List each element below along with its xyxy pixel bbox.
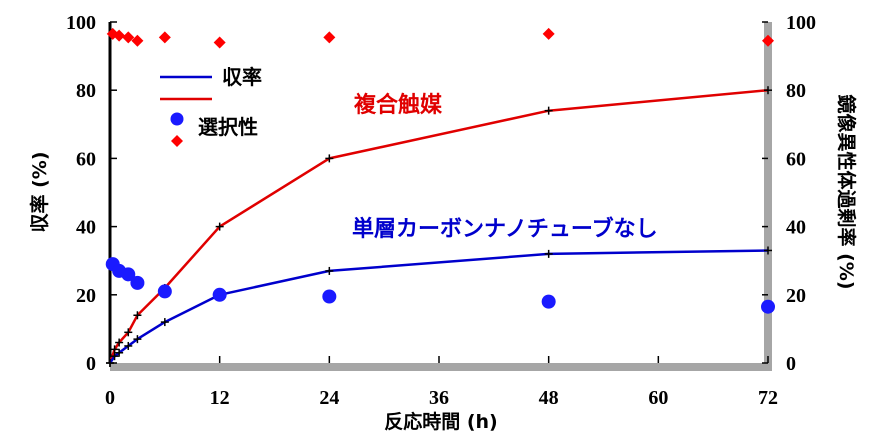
data-point-diamond — [113, 29, 126, 42]
y-tick-label-left: 80 — [76, 80, 96, 102]
y-tick-label-right: 60 — [786, 148, 806, 170]
y-axis-label-left: 収率 (%) — [28, 151, 51, 232]
y-tick-label-left: 40 — [76, 217, 96, 239]
y-axis-label-right: 鏡像異性体過剰率 (%) — [835, 94, 858, 289]
x-tick-label: 12 — [210, 387, 230, 409]
axes-group — [108, 22, 772, 371]
bottom-axis-bar — [110, 363, 772, 371]
series-curve-1 — [108, 249, 769, 364]
y-tick-label-right: 0 — [786, 353, 796, 375]
data-point-circle — [541, 294, 556, 309]
y-tick-label-left: 20 — [76, 285, 96, 307]
legend-label-selectivity: 選択性 — [198, 115, 258, 139]
series-curve-0 — [108, 88, 769, 364]
right-axis-bar — [764, 22, 772, 363]
y-tick-label-right: 20 — [786, 285, 806, 307]
annotation-composite-catalyst: 複合触媒 — [354, 92, 443, 118]
legend-swatch-blue-circle — [170, 112, 184, 126]
legend-label-yield: 収率 — [222, 65, 262, 89]
y-tick-label-left: 100 — [66, 12, 96, 34]
data-point-diamond — [323, 31, 336, 44]
x-tick-label: 36 — [429, 387, 449, 409]
y-tick-label-right: 100 — [786, 12, 816, 34]
legend: 収率 選択性 — [160, 65, 262, 147]
x-axis-label: 反応時間 (h) — [384, 410, 498, 433]
x-tick-label: 0 — [105, 387, 115, 409]
legend-swatch-red-diamond — [171, 135, 183, 147]
data-point-diamond — [762, 34, 774, 47]
data-point-circle — [761, 299, 775, 314]
data-point-diamond — [158, 31, 171, 44]
data-point-circle — [130, 275, 145, 290]
data-point-circle — [212, 287, 227, 302]
y-tick-label-right: 40 — [786, 217, 806, 239]
markers-group — [105, 27, 775, 314]
data-point-circle — [322, 289, 337, 304]
data-point-diamond — [131, 34, 144, 47]
y-tick-label-right: 80 — [786, 80, 806, 102]
x-tick-label: 72 — [758, 387, 778, 409]
data-point-diamond — [213, 36, 226, 49]
data-point-circle — [157, 284, 172, 299]
data-point-circle — [121, 267, 136, 282]
x-tick-label: 24 — [319, 387, 339, 409]
data-point-diamond — [542, 27, 555, 40]
curves-group — [106, 86, 772, 367]
x-tick-label: 48 — [539, 387, 559, 409]
data-point-diamond — [122, 31, 135, 44]
y-tick-label-left: 0 — [86, 353, 96, 375]
y-tick-label-left: 60 — [76, 148, 96, 170]
annotation-without-swcnt: 単層カーボンナノチューブなし — [352, 216, 658, 242]
ticks-group: 0 12 24 36 48 60 72 0 20 40 60 80 100 0 20 40 60 80 100 — [66, 12, 816, 409]
x-tick-label: 60 — [648, 387, 668, 409]
